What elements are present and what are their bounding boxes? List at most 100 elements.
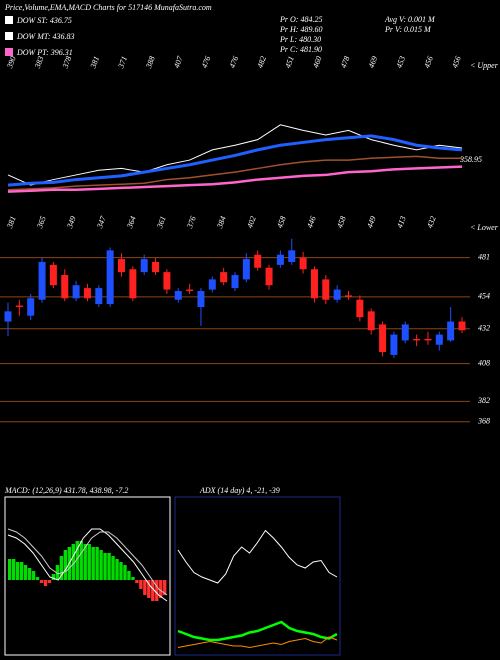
- top-label: 456: [450, 55, 463, 69]
- top-label: 371: [116, 55, 129, 70]
- top-label: 390: [5, 55, 18, 70]
- histogram-bar: [55, 565, 60, 580]
- histogram-bar: [131, 577, 135, 580]
- histogram-bar: [23, 565, 28, 580]
- bottom-label: 458: [335, 215, 348, 229]
- legend-swatch: [5, 48, 13, 56]
- top-label: 381: [88, 55, 101, 70]
- bottom-label: 446: [305, 215, 318, 229]
- candle-body: [276, 254, 284, 265]
- upper-label: < Upper: [470, 61, 499, 70]
- histogram-bar: [71, 544, 75, 580]
- y-tick-label: 432: [478, 324, 490, 333]
- line-series: [177, 636, 338, 649]
- stat: Pr V: 0.015 M: [384, 25, 432, 34]
- candle-body: [401, 324, 409, 341]
- candle-body: [61, 275, 69, 299]
- histogram-bar: [163, 580, 167, 595]
- top-label: 451: [283, 55, 296, 69]
- bottom-label: 361: [155, 215, 168, 230]
- histogram-bar: [43, 580, 48, 586]
- adx-frame: [174, 496, 341, 656]
- histogram-bar: [119, 562, 123, 580]
- bottom-label: 432: [425, 215, 438, 229]
- legend-swatch: [5, 32, 13, 40]
- histogram-bar: [155, 580, 159, 601]
- histogram-bar: [127, 571, 131, 580]
- top-label: 453: [395, 55, 408, 69]
- candle-body: [435, 334, 443, 345]
- candle-body: [299, 257, 307, 270]
- lower-label: < Lower: [470, 223, 499, 232]
- histogram-bar: [51, 574, 56, 580]
- histogram-bar: [111, 556, 115, 580]
- histogram-bar: [107, 553, 111, 580]
- y-tick-label: 382: [477, 396, 490, 405]
- stat: Pr C: 481.90: [279, 45, 322, 54]
- histogram-bar: [83, 544, 87, 580]
- candle-body: [38, 261, 46, 300]
- histogram-bar: [147, 580, 151, 598]
- bottom-label: 413: [395, 215, 408, 229]
- top-label: 388: [144, 55, 157, 70]
- top-label: 476: [228, 55, 241, 69]
- bottom-label: 365: [35, 215, 48, 230]
- candle-body: [4, 311, 12, 322]
- candle-body: [220, 272, 228, 283]
- histogram-bar: [15, 562, 20, 580]
- candle-body: [95, 288, 103, 305]
- candle-body: [265, 267, 273, 286]
- panel-title: ADX (14 day) 4, -21, -39: [199, 486, 280, 495]
- histogram-bar: [47, 580, 52, 583]
- histogram-bar: [95, 547, 99, 580]
- bottom-label: 449: [365, 215, 378, 229]
- candle-body: [49, 264, 57, 286]
- histogram-bar: [35, 577, 40, 580]
- histogram-bar: [63, 550, 68, 580]
- candle-body: [129, 269, 137, 299]
- candle-body: [424, 338, 432, 341]
- candle-body: [458, 321, 466, 331]
- top-label: 476: [200, 55, 213, 69]
- line-series: [7, 155, 462, 191]
- histogram-bar: [87, 544, 91, 580]
- candle-body: [15, 305, 23, 307]
- candle-body: [242, 259, 250, 280]
- bottom-label: 364: [125, 215, 138, 230]
- candle-body: [333, 289, 341, 300]
- candle-body: [118, 259, 125, 273]
- top-label: 460: [311, 55, 324, 69]
- candle-body: [163, 272, 171, 290]
- histogram-bar: [31, 571, 36, 580]
- candle-body: [254, 254, 262, 268]
- histogram-bar: [75, 541, 79, 580]
- candle-body: [83, 288, 91, 299]
- histogram-bar: [39, 580, 44, 583]
- histogram-bar: [135, 580, 139, 583]
- candle-body: [208, 279, 216, 290]
- histogram-bar: [103, 553, 107, 580]
- panel-title: MACD: (12,26,9) 431.78, 438.98, -7.2: [4, 486, 128, 495]
- line-series: [7, 528, 168, 596]
- y-tick-label: 408: [478, 358, 490, 367]
- candle-body: [231, 275, 239, 289]
- page-title: Price,Volume,EMA,MACD Charts for 517146 …: [4, 3, 212, 12]
- candle-body: [413, 338, 421, 341]
- line-series: [7, 165, 463, 193]
- bottom-label: 458: [275, 215, 288, 229]
- y-tick-label: 454: [478, 292, 490, 301]
- histogram-bar: [123, 565, 127, 580]
- top-label: 378: [60, 55, 73, 70]
- candle-body: [174, 291, 182, 300]
- y-tick-label: 481: [478, 252, 490, 261]
- stat: Pr H: 489.60: [279, 25, 322, 34]
- candle-body: [345, 295, 352, 297]
- legend-swatch: [5, 16, 13, 24]
- histogram-bar: [151, 580, 155, 601]
- legend-label: DOW MT: 436.83: [16, 32, 75, 41]
- bottom-label: 384: [215, 215, 228, 230]
- histogram-bar: [8, 559, 12, 580]
- line-series: [177, 620, 338, 642]
- line-series: [177, 529, 338, 584]
